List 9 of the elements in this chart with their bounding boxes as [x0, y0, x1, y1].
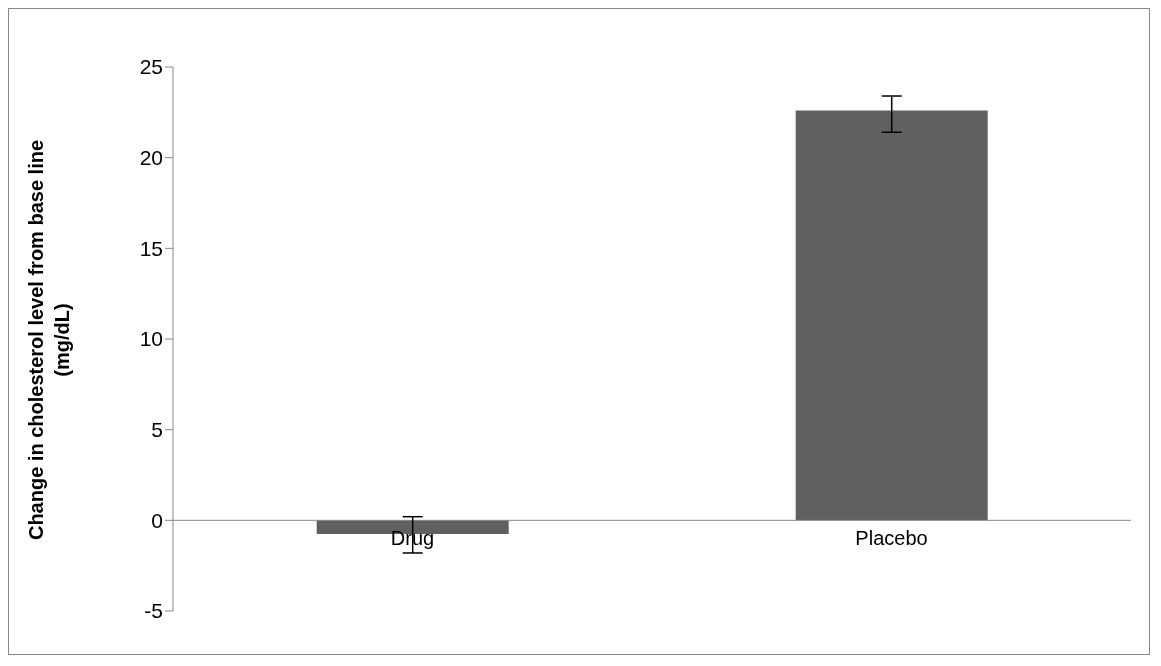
- y-tick-label: 0: [151, 508, 163, 532]
- y-tick-label: -5: [144, 599, 163, 623]
- y-tick-label: 5: [151, 418, 163, 442]
- y-axis-title: Change in cholesterol level from base line (mg/dL): [24, 138, 74, 542]
- y-tick-label: 20: [139, 146, 163, 170]
- y-tick-label: 15: [139, 236, 163, 260]
- x-tick-label: Placebo: [855, 527, 928, 550]
- y-tick-label: 10: [139, 327, 163, 351]
- y-tick-label: 25: [139, 55, 163, 79]
